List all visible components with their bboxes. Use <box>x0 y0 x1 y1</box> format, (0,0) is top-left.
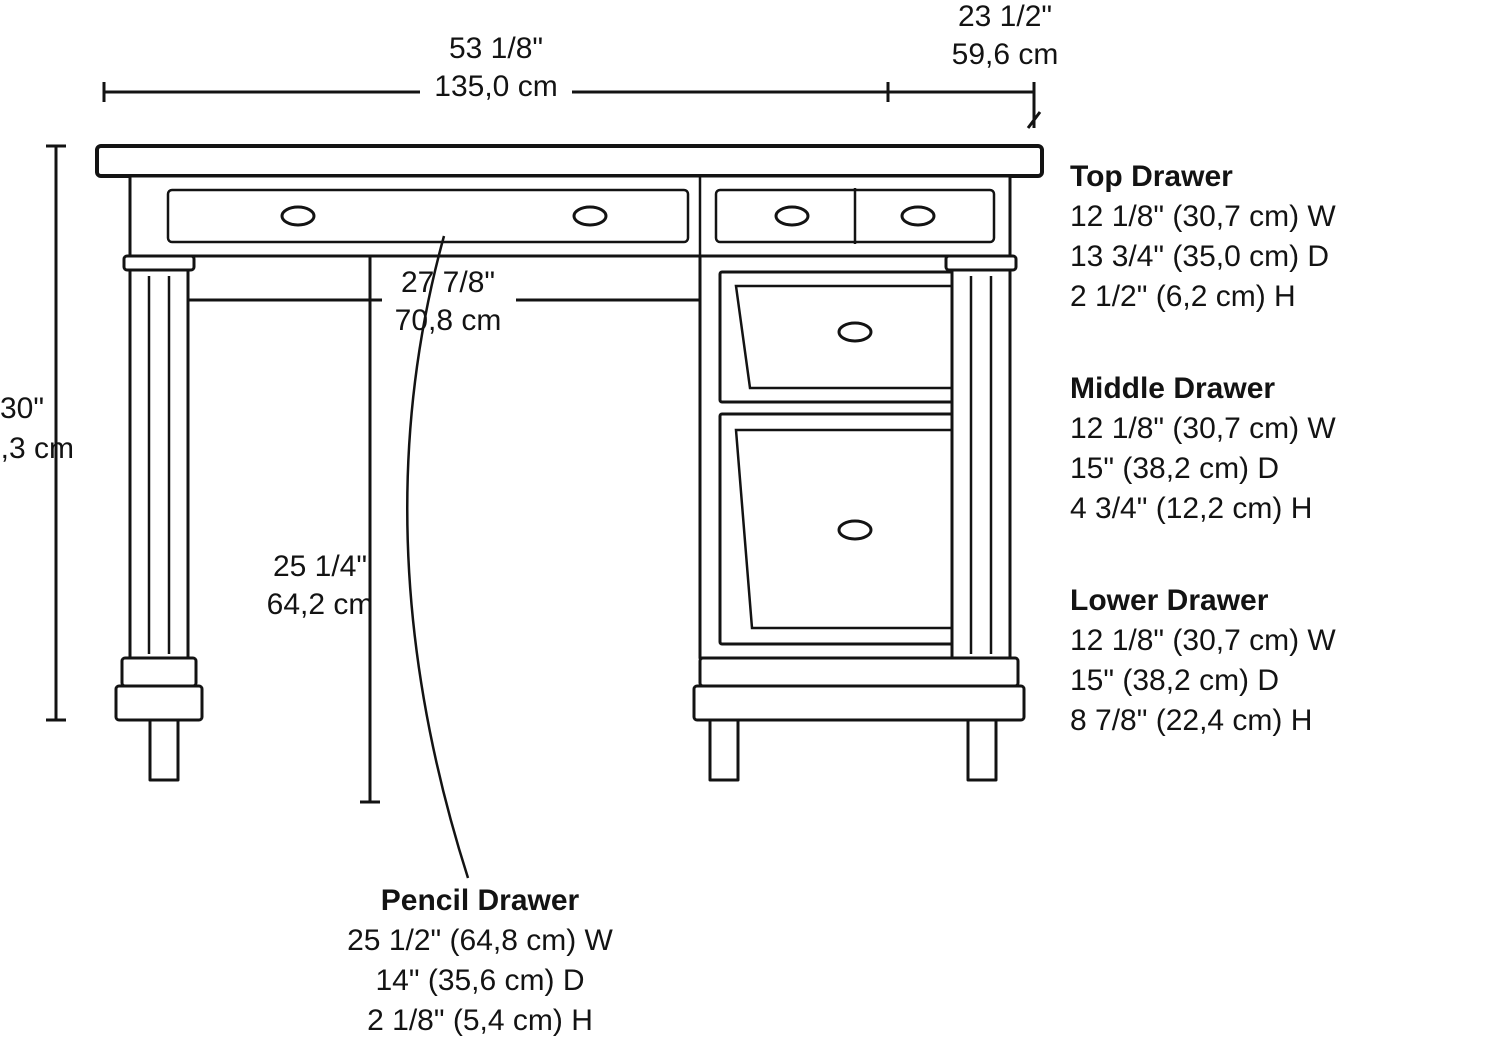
dim-width-metric: 135,0 cm <box>434 70 557 103</box>
dim-opening-height: 25 1/4" 64,2 cm <box>267 256 380 802</box>
desk-drawing <box>97 146 1042 780</box>
dim-overall-width: 53 1/8" 135,0 cm <box>104 32 888 103</box>
desk-tabletop <box>97 146 1042 176</box>
spec-middle-drawer: Middle Drawer 12 1/8" (30,7 cm) W 15" (3… <box>1070 372 1336 525</box>
spec-top-l2: 13 3/4" (35,0 cm) D <box>1070 240 1329 273</box>
desk-dimension-diagram: 53 1/8" 135,0 cm 23 1/2" 59,6 cm 30" 76,… <box>0 0 1500 1042</box>
spec-mid-l2: 15" (38,2 cm) D <box>1070 452 1279 485</box>
spec-pencil-l3: 2 1/8" (5,4 cm) H <box>367 1004 593 1037</box>
right-pilaster <box>952 256 1010 658</box>
spec-low-title: Lower Drawer <box>1070 584 1269 617</box>
dim-opening-w-metric: 70,8 cm <box>395 304 502 337</box>
dim-overall-height: 30" 76,3 cm <box>0 146 74 720</box>
dim-opening-width: 27 7/8" 70,8 cm <box>188 266 700 337</box>
spec-pencil-title: Pencil Drawer <box>381 884 580 917</box>
dim-opening-h-metric: 64,2 cm <box>267 588 374 621</box>
dim-opening-w-imperial: 27 7/8" <box>401 266 495 299</box>
spec-top-drawer: Top Drawer 12 1/8" (30,7 cm) W 13 3/4" (… <box>1070 160 1336 313</box>
spec-pencil-l1: 25 1/2" (64,8 cm) W <box>347 924 613 957</box>
dim-width-imperial: 53 1/8" <box>449 32 543 65</box>
dim-depth: 23 1/2" 59,6 cm <box>888 0 1058 128</box>
spec-pencil-drawer: Pencil Drawer 25 1/2" (64,8 cm) W 14" (3… <box>347 884 613 1037</box>
spec-lower-drawer: Lower Drawer 12 1/8" (30,7 cm) W 15" (38… <box>1070 584 1336 737</box>
spec-low-l2: 15" (38,2 cm) D <box>1070 664 1279 697</box>
dim-height-imperial: 30" <box>0 392 44 425</box>
dim-height-metric: 76,3 cm <box>0 432 74 465</box>
spec-mid-title: Middle Drawer <box>1070 372 1275 405</box>
desk-apron <box>130 176 1010 256</box>
dim-depth-imperial: 23 1/2" <box>958 0 1052 33</box>
spec-mid-l3: 4 3/4" (12,2 cm) H <box>1070 492 1312 525</box>
left-leg <box>116 256 202 780</box>
diagram-stage: 53 1/8" 135,0 cm 23 1/2" 59,6 cm 30" 76,… <box>0 0 1500 1042</box>
spec-low-l3: 8 7/8" (22,4 cm) H <box>1070 704 1312 737</box>
spec-top-l1: 12 1/8" (30,7 cm) W <box>1070 200 1336 233</box>
dim-opening-h-imperial: 25 1/4" <box>273 550 367 583</box>
spec-low-l1: 12 1/8" (30,7 cm) W <box>1070 624 1336 657</box>
spec-mid-l1: 12 1/8" (30,7 cm) W <box>1070 412 1336 445</box>
spec-top-l3: 2 1/2" (6,2 cm) H <box>1070 280 1296 313</box>
dim-depth-metric: 59,6 cm <box>952 38 1059 71</box>
spec-pencil-l2: 14" (35,6 cm) D <box>375 964 584 997</box>
spec-top-title: Top Drawer <box>1070 160 1233 193</box>
